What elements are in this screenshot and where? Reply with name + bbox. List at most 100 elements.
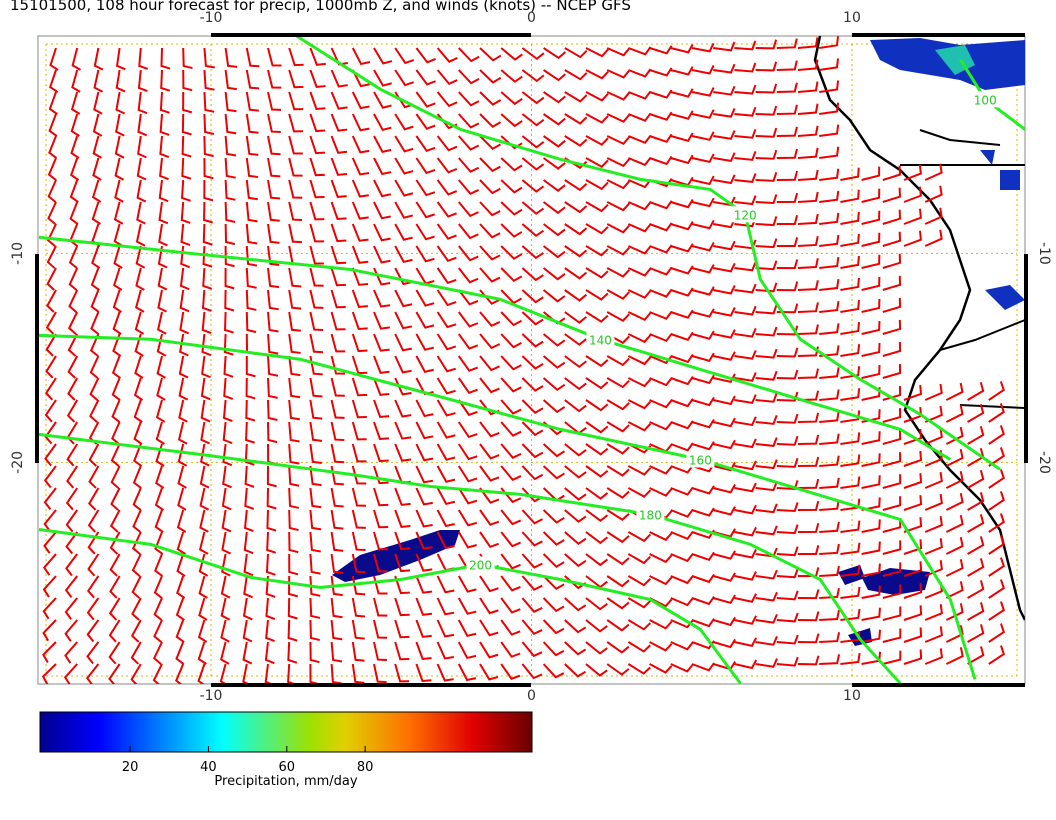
wind-barb (670, 110, 694, 120)
wind-barb (819, 301, 840, 313)
wind-barb (203, 179, 214, 202)
wind-barb (436, 619, 455, 638)
wind-barb (436, 91, 458, 108)
wind-barb (755, 415, 778, 425)
wind-barb (691, 352, 715, 363)
wind-barb (436, 223, 457, 240)
wind-barb (115, 113, 125, 137)
wind-barb (245, 245, 258, 267)
wind-barb (309, 465, 322, 487)
wind-barb (457, 421, 478, 439)
wind-barb (521, 663, 543, 680)
wind-barb (200, 399, 211, 423)
wind-barb (112, 311, 122, 335)
wind-barb (45, 355, 57, 379)
wind-barb (628, 90, 652, 100)
wind-barb (245, 223, 258, 245)
frame-bar (211, 683, 531, 687)
wind-barb (201, 333, 212, 357)
wind-barb (945, 493, 964, 511)
wind-barb (68, 289, 79, 313)
wind-barb (245, 421, 255, 444)
wind-barb (458, 69, 480, 85)
wind-barb (288, 311, 301, 332)
wind-barb (222, 443, 233, 467)
wind-barb (712, 506, 736, 516)
wind-barb (90, 267, 100, 291)
wind-barb (861, 431, 881, 445)
wind-barb (797, 434, 820, 445)
wind-barb (458, 157, 480, 173)
wind-barb (903, 495, 923, 511)
wind-barb (415, 201, 436, 219)
wind-barb (627, 619, 651, 631)
wind-barb (543, 135, 566, 148)
wind-barb (500, 91, 523, 106)
wind-barb (309, 201, 325, 221)
wind-barb (500, 223, 523, 238)
wind-barb (457, 333, 479, 350)
wind-barb (479, 487, 500, 504)
wind-barb (649, 355, 673, 365)
wind-barb (220, 597, 231, 621)
wind-barb (479, 421, 500, 438)
x-tick-label: 10 (843, 10, 861, 26)
wind-barb (436, 245, 457, 262)
wind-barb (457, 443, 478, 461)
wind-barb (585, 245, 609, 257)
wind-barb (606, 223, 630, 234)
wind-barb (394, 421, 412, 440)
wind-barb (70, 157, 80, 181)
wind-barb (309, 179, 325, 199)
wind-barb (564, 619, 587, 634)
wind-barb (45, 333, 57, 357)
wind-barb (457, 641, 477, 660)
wind-barb (330, 289, 346, 309)
wind-barb (224, 113, 237, 135)
wind-barb (436, 69, 458, 86)
wind-barb (113, 267, 123, 291)
wind-barb (776, 38, 798, 49)
wind-barb (87, 509, 100, 533)
wind-barb (521, 509, 543, 525)
wind-barb (691, 131, 715, 141)
wind-barb (436, 289, 457, 307)
wind-barb (224, 245, 235, 268)
wind-barb (63, 663, 78, 684)
wind-barb (776, 369, 799, 380)
wind-barb (755, 304, 778, 315)
wind-barb (988, 601, 1006, 621)
wind-barb (288, 267, 302, 288)
wind-barb (110, 443, 121, 467)
wind-barb (776, 612, 799, 623)
wind-barb (755, 370, 778, 381)
wind-barb (223, 355, 234, 378)
wind-barb (394, 201, 413, 219)
colorbar-tick-label: 60 (279, 760, 296, 775)
wind-barb (180, 201, 191, 224)
wind-barb (309, 597, 321, 619)
wind-barb (797, 368, 820, 379)
wind-barb (110, 487, 121, 511)
wind-barb (712, 483, 736, 494)
wind-barb (288, 223, 302, 244)
wind-barb (585, 421, 609, 434)
wind-barb (819, 278, 840, 291)
wind-barb (734, 548, 757, 559)
wind-barb (309, 509, 322, 531)
wind-barb (70, 91, 81, 115)
wind-barb (436, 531, 455, 550)
wind-barb (564, 597, 587, 612)
wind-barb (224, 47, 238, 68)
wind-barb (945, 559, 964, 577)
wind-barb (734, 637, 758, 648)
wind-barb (154, 553, 164, 577)
wind-barb (691, 396, 715, 407)
wind-barb (500, 179, 523, 194)
wind-barb (394, 69, 414, 87)
wind-barb (628, 157, 652, 167)
wind-barb (606, 399, 630, 411)
wind-barb (436, 179, 458, 196)
wind-barb (945, 603, 964, 621)
